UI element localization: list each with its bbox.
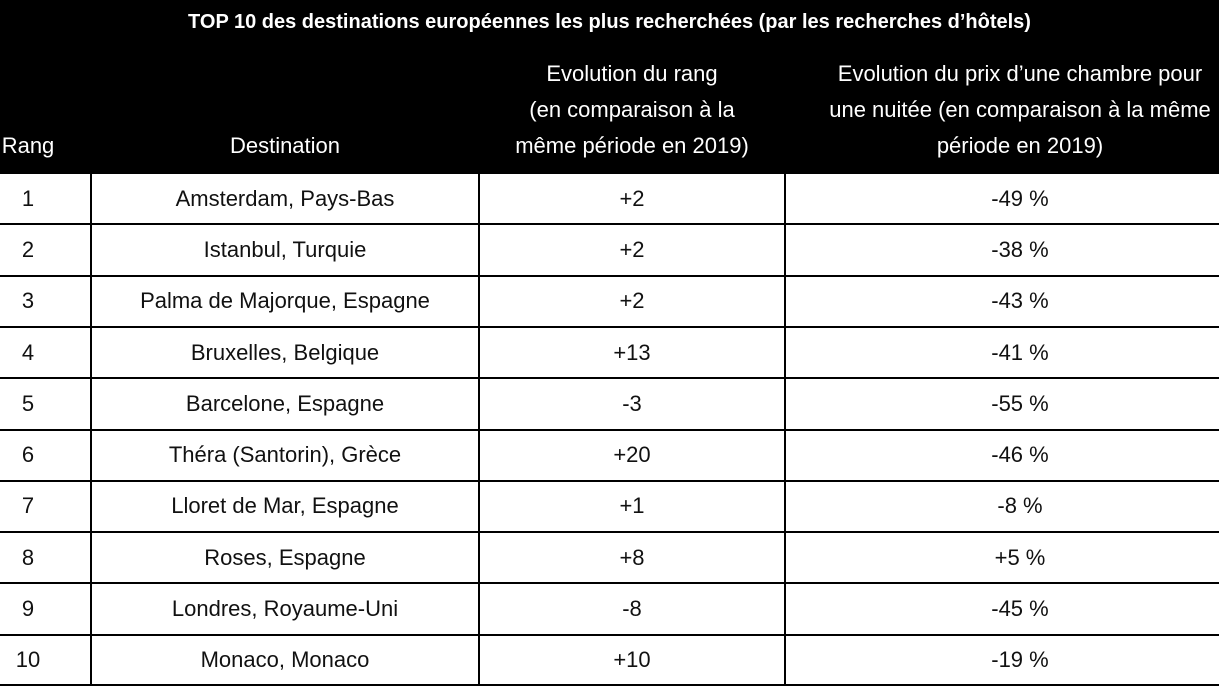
table-cell: Londres, Royaume-Uni <box>171 596 399 622</box>
table-cell: Barcelone, Espagne <box>185 390 385 416</box>
row-line <box>0 684 1219 686</box>
table-cell: 2 <box>21 236 35 262</box>
table-cell: +2 <box>619 236 645 262</box>
table-cell: Lloret de Mar, Espagne <box>171 493 399 519</box>
row-line <box>0 582 1219 585</box>
table-cell: +8 <box>619 544 645 570</box>
table-cell: 3 <box>21 288 35 314</box>
table-cell: Istanbul, Turquie <box>203 236 367 262</box>
table-cell: 9 <box>21 596 35 622</box>
table-cell: 6 <box>21 442 35 468</box>
table-cell: +20 <box>613 442 651 468</box>
column-line <box>90 173 92 686</box>
column-header: Destination <box>229 133 341 158</box>
table-cell: 5 <box>21 390 35 416</box>
table-cell: Théra (Santorin), Grèce <box>168 442 402 468</box>
table-cell: -8 <box>622 596 642 622</box>
row-line <box>0 633 1219 636</box>
row-line <box>0 479 1219 482</box>
table-cell: +5 % <box>994 544 1046 570</box>
column-header: Evolution du rang (en comparaison à la m… <box>515 61 749 158</box>
table-cell: Palma de Majorque, Espagne <box>140 288 430 314</box>
table-cell: -8 % <box>997 493 1043 519</box>
row-line <box>0 531 1219 534</box>
column-header: Evolution du prix d’une chambre pour une… <box>829 61 1211 158</box>
table-cell: 4 <box>21 339 35 365</box>
table-cell: -38 % <box>991 236 1049 262</box>
table-cell: +13 <box>613 339 651 365</box>
table-cell: -19 % <box>991 647 1049 673</box>
table-cell: +2 <box>619 288 645 314</box>
table-cell: Monaco, Monaco <box>200 647 370 673</box>
column-line <box>478 173 480 686</box>
row-line <box>0 172 1219 174</box>
table-cell: -49 % <box>991 185 1049 211</box>
header-band <box>0 0 1219 172</box>
table-cell: -46 % <box>991 442 1049 468</box>
table-cell: -55 % <box>991 390 1049 416</box>
table-cell: Bruxelles, Belgique <box>190 339 380 365</box>
title: TOP 10 des destinations européennes les … <box>188 11 1031 33</box>
table-cell: +10 <box>613 647 651 673</box>
column-header: Rang <box>1 133 55 158</box>
row-line <box>0 377 1219 380</box>
table-cell: -43 % <box>991 288 1049 314</box>
table-cell: 1 <box>21 185 35 211</box>
table-cell: +2 <box>619 185 645 211</box>
table-cell: -3 <box>622 390 642 416</box>
table-cell: -45 % <box>991 596 1049 622</box>
row-line <box>0 223 1219 226</box>
row-line <box>0 428 1219 431</box>
table-cell: -41 % <box>991 339 1049 365</box>
table-cell: Amsterdam, Pays-Bas <box>175 185 395 211</box>
table-cell: Roses, Espagne <box>204 544 366 570</box>
column-line <box>784 173 786 686</box>
table-cell: 10 <box>15 647 41 673</box>
row-line <box>0 274 1219 277</box>
table-cell: 8 <box>21 544 35 570</box>
row-line <box>0 325 1219 328</box>
table-cell: +1 <box>619 493 645 519</box>
table-cell: 7 <box>21 493 35 519</box>
